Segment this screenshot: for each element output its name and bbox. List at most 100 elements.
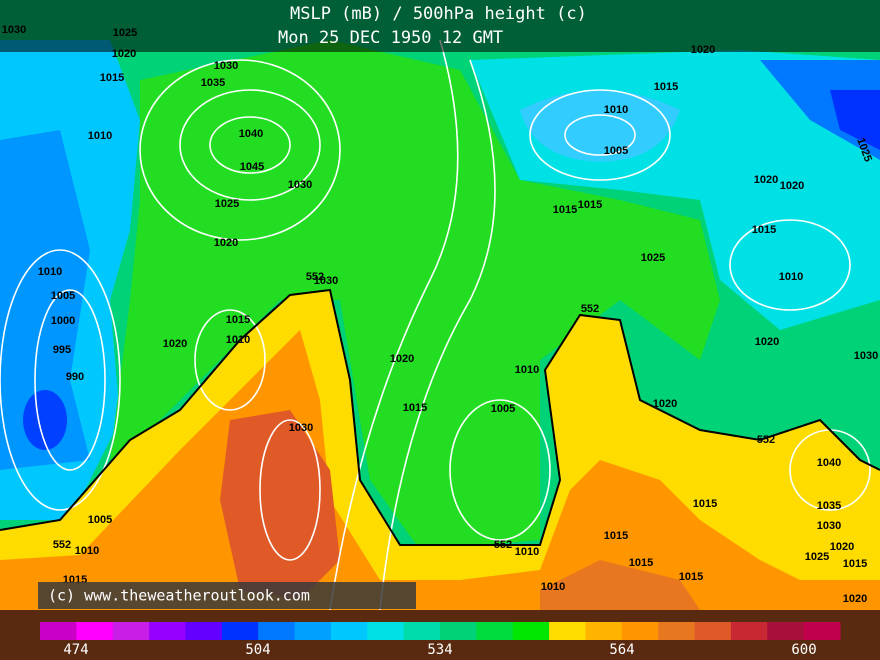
isobar-label: 1015 <box>629 557 653 569</box>
height-label: 552 <box>494 539 512 551</box>
isobar-label: 995 <box>53 344 71 356</box>
title: MSLP (mB) / 500hPa height (c) <box>290 4 587 24</box>
isobar-label: 1025 <box>805 551 829 563</box>
isobars <box>0 39 871 611</box>
copyright-box <box>38 582 416 609</box>
isobar-label: 1010 <box>88 130 112 142</box>
colorbar-swatch <box>367 622 405 640</box>
field <box>0 130 90 470</box>
copyright: (c) www.theweatheroutlook.com <box>48 587 310 605</box>
colorbar-swatch <box>476 622 514 640</box>
isobar-label: 1030 <box>314 275 338 287</box>
isobar-label: 1015 <box>226 314 250 326</box>
isobar-label: 1015 <box>403 402 427 414</box>
isobar-label: 1015 <box>553 204 577 216</box>
isobar-label: 1010 <box>541 581 565 593</box>
colorbar-swatch <box>585 622 623 640</box>
colorbar-swatch <box>330 622 368 640</box>
isobar <box>329 39 459 611</box>
colorbar-swatch <box>658 622 696 640</box>
isobar-label: 1035 <box>817 500 841 512</box>
colorbar-swatch <box>221 622 259 640</box>
colorbar-swatch <box>512 622 550 640</box>
isobar <box>529 89 671 181</box>
isobar-label: 1015 <box>693 498 717 510</box>
isobar <box>379 59 496 611</box>
colorbar-swatch <box>258 622 296 640</box>
isobar <box>564 114 636 156</box>
header-band <box>0 0 880 52</box>
height-552-contour <box>0 288 880 546</box>
height-label: 552 <box>53 539 71 551</box>
isobar-label: 1015 <box>100 72 124 84</box>
isobar-label: 1005 <box>51 290 75 302</box>
colorbar-swatch <box>185 622 223 640</box>
isobar <box>194 309 266 411</box>
isobar-label: 1035 <box>201 77 225 89</box>
isobar <box>209 116 291 174</box>
colorbar: 474 504 534 564 600 <box>40 622 841 658</box>
isobar-label: 1020 <box>163 338 187 350</box>
isobar-label: 1010 <box>38 266 62 278</box>
colorbar-label: 564 <box>609 642 634 658</box>
isobar-label: 1040 <box>817 457 841 469</box>
colorbar-swatch <box>403 622 441 640</box>
colorbar-swatch <box>730 622 768 640</box>
isobar <box>449 399 551 541</box>
isobar-label: 1025 <box>641 252 665 264</box>
isobar-label: 1020 <box>843 593 867 605</box>
isobar-label: 1015 <box>578 199 602 211</box>
isobar-label: 1010 <box>604 104 628 116</box>
isobar-label: 1010 <box>515 364 539 376</box>
isobar-label: 1030 <box>214 60 238 72</box>
isobar-label: 1015 <box>843 558 867 570</box>
colorbar-label: 534 <box>427 642 452 658</box>
field <box>110 40 720 550</box>
isobar-label: 1015 <box>679 571 703 583</box>
colorbar-swatch <box>621 622 659 640</box>
colorbar-label: 474 <box>63 642 88 658</box>
isobar-label: 1010 <box>515 546 539 558</box>
isobar-label: 1030 <box>289 422 313 434</box>
colorbar-swatch <box>694 622 732 640</box>
colorbar-swatch <box>112 622 150 640</box>
isobar-label: 1005 <box>88 514 112 526</box>
isobar-label: 1015 <box>604 530 628 542</box>
isobar-label: 1030 <box>817 520 841 532</box>
colorbar-swatch <box>440 622 477 640</box>
field <box>220 410 340 600</box>
isobar-label: 990 <box>66 371 84 383</box>
isobar-label: 1030 <box>288 179 312 191</box>
height-label: 552 <box>581 303 599 315</box>
isobar <box>139 59 341 241</box>
colorbar-swatch <box>294 622 332 640</box>
isobar-label: 1030 <box>854 350 878 362</box>
isobar-label: 1010 <box>779 271 803 283</box>
field <box>520 90 680 162</box>
isobar-label: 1020 <box>754 174 778 186</box>
field <box>23 390 67 450</box>
date: Mon 25 DEC 1950 12 GMT <box>278 28 503 48</box>
isobar <box>259 419 321 561</box>
isobar-label: 1040 <box>239 128 263 140</box>
colorbar-swatch <box>549 622 586 640</box>
colorbar-label: 600 <box>791 642 816 658</box>
height-label: 552 <box>757 434 775 446</box>
isobar-label: 1045 <box>240 161 264 173</box>
isobar-label: 1025 <box>215 198 239 210</box>
isobar-label: 1020 <box>780 180 804 192</box>
colorbar-swatch <box>149 622 186 640</box>
isobar-label: 1000 <box>51 315 75 327</box>
isobar <box>34 289 106 471</box>
colorbar-label: 504 <box>245 642 270 658</box>
isobar <box>0 249 121 511</box>
field <box>0 330 880 610</box>
isobar-label: 1020 <box>755 336 779 348</box>
isobar-label: 1005 <box>491 403 515 415</box>
colorbar-swatch <box>767 622 805 640</box>
isobar <box>179 89 321 201</box>
isobar-label: 1005 <box>604 145 628 157</box>
isobar-label: 1010 <box>75 545 99 557</box>
isobar-label: 1020 <box>214 237 238 249</box>
